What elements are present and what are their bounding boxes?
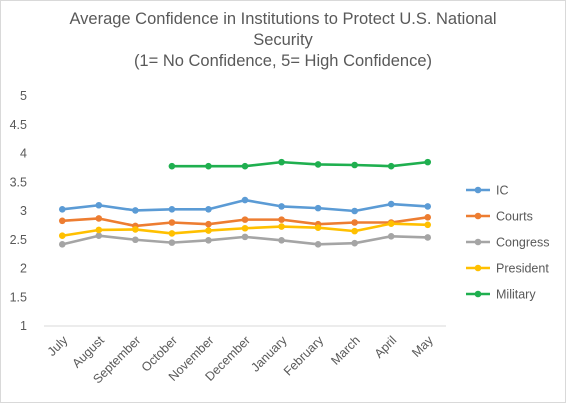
data-point-congress — [205, 237, 212, 244]
x-tick-label: May — [409, 333, 436, 360]
data-point-ic — [278, 203, 285, 210]
chart-title-line-2: Security — [253, 31, 313, 49]
legend-swatch-marker — [474, 238, 482, 246]
data-point-military — [351, 161, 358, 169]
legend-label: IC — [496, 184, 509, 198]
data-point-courts — [278, 216, 285, 223]
data-point-courts — [58, 217, 66, 225]
data-point-military — [241, 162, 249, 170]
y-tick-label: 2 — [20, 262, 27, 276]
data-point-congress — [351, 239, 358, 247]
legend-swatch-marker — [474, 212, 482, 220]
data-point-president — [351, 227, 358, 235]
data-point-courts — [351, 219, 358, 226]
y-tick-label: 3.5 — [10, 175, 27, 189]
data-point-congress — [241, 233, 249, 241]
data-point-ic — [168, 205, 176, 213]
x-tick-label: April — [372, 333, 400, 361]
data-point-president — [168, 230, 176, 237]
data-point-president — [132, 226, 139, 233]
series-line-military — [170, 160, 430, 168]
y-tick-label: 4 — [20, 147, 27, 161]
legend-swatch-marker — [474, 186, 482, 194]
data-point-ic — [95, 201, 103, 209]
data-point-president — [387, 220, 395, 227]
y-tick-label: 1.5 — [10, 290, 27, 304]
data-point-congress — [278, 237, 285, 244]
y-tick-label: 2.5 — [10, 233, 27, 247]
data-point-congress — [314, 241, 322, 248]
chart-title: Average Confidence in Institutions to Pr… — [1, 9, 565, 72]
data-point-president — [205, 227, 212, 234]
x-tick-label: February — [281, 333, 327, 379]
data-point-military — [314, 161, 322, 168]
legend-label: President — [496, 262, 549, 276]
data-point-ic — [387, 200, 395, 208]
y-tick-label: 3 — [20, 204, 27, 218]
data-point-ic — [314, 204, 322, 212]
y-tick-label: 5 — [20, 89, 27, 103]
data-point-ic — [241, 196, 249, 204]
x-tick-label: March — [328, 333, 362, 367]
x-tick-label: July — [45, 333, 71, 359]
legend-swatch-marker — [474, 264, 482, 272]
data-point-courts — [205, 220, 212, 228]
data-point-ic — [132, 207, 139, 214]
chart-title-line-1: Average Confidence in Institutions to Pr… — [69, 10, 497, 28]
data-point-ic — [58, 205, 66, 213]
legend-label: Military — [496, 288, 536, 302]
data-point-president — [58, 232, 66, 240]
data-point-congress — [132, 236, 139, 244]
legend-swatch-marker — [474, 290, 482, 298]
data-point-president — [278, 223, 285, 230]
data-point-military — [278, 158, 285, 166]
data-point-president — [95, 226, 103, 234]
data-point-military — [205, 162, 212, 170]
data-point-president — [314, 224, 322, 231]
data-point-military — [387, 162, 395, 170]
chart-title-line-3: (1= No Confidence, 5= High Confidence) — [133, 52, 433, 70]
data-point-courts — [95, 215, 103, 222]
data-point-ic — [424, 203, 432, 210]
data-point-ic — [351, 207, 358, 215]
data-point-military — [424, 158, 432, 166]
data-point-congress — [95, 232, 103, 240]
data-point-ic — [205, 205, 212, 213]
y-tick-label: 4.5 — [10, 118, 27, 132]
data-point-courts — [168, 219, 176, 226]
data-point-military — [168, 162, 176, 170]
data-point-courts — [241, 216, 249, 223]
data-point-congress — [58, 241, 66, 248]
data-point-congress — [168, 239, 176, 246]
legend-label: Congress — [496, 236, 550, 250]
data-point-congress — [424, 234, 432, 241]
data-point-president — [241, 224, 249, 232]
data-point-congress — [387, 233, 395, 240]
legend-label: Courts — [496, 210, 533, 224]
y-tick-label: 1 — [20, 319, 27, 333]
data-point-courts — [424, 214, 432, 221]
data-point-president — [424, 221, 432, 229]
